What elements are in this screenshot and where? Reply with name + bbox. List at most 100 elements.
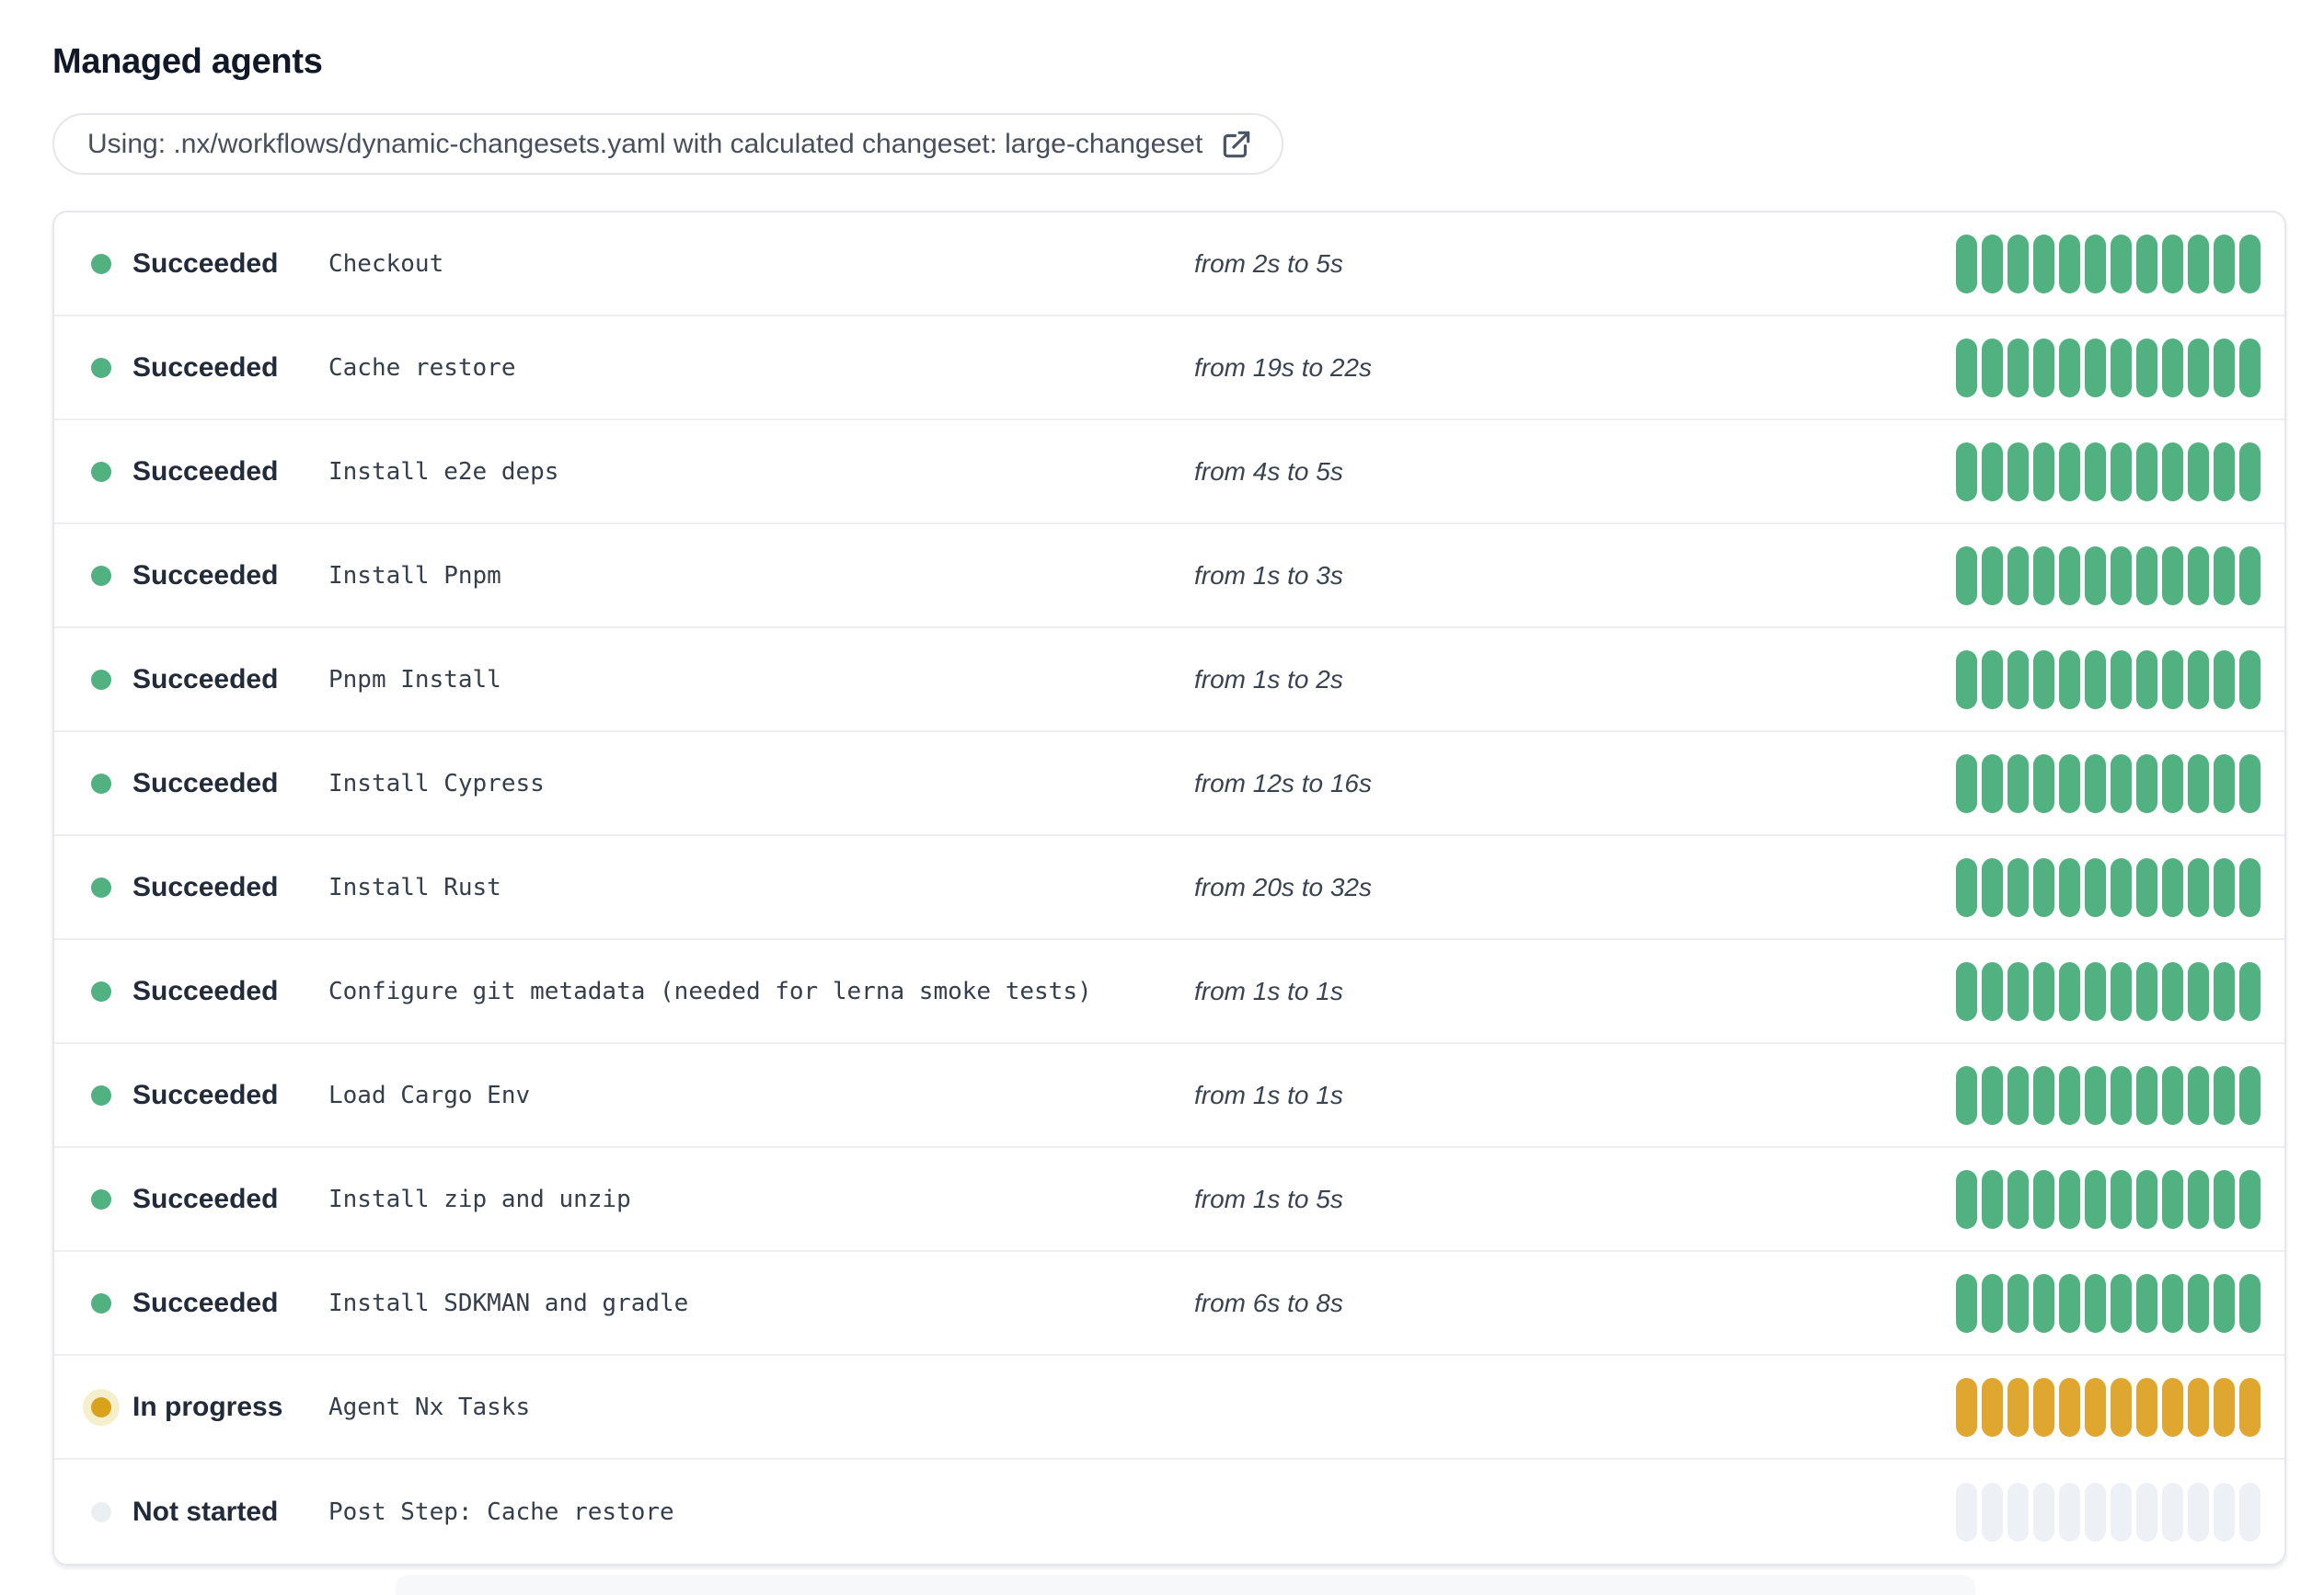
bar-segment [1982,338,2003,397]
bar-segment [2214,234,2235,293]
bar-segment [2239,649,2261,709]
bar-segment [2085,961,2106,1021]
bar-segment [2162,961,2183,1021]
progress-bar [1956,1377,2261,1437]
bar-segment [2033,1482,2054,1542]
bar-segment [2059,1065,2080,1125]
bar-segment [1956,1482,1977,1542]
bar-segment [2059,442,2080,501]
next-card-peek [396,1575,1975,1595]
status-label: Succeeded [132,871,279,902]
status-label: Succeeded [132,455,279,487]
agent-step-row[interactable]: Succeeded Install e2e deps from 4s to 5s [54,420,2284,524]
bar-segment [2059,1169,2080,1229]
bar-segment [2008,857,2029,917]
bar-segment [2214,1065,2235,1125]
bar-segment [2085,1482,2106,1542]
bar-segment [2162,1065,2183,1125]
bar-segment [2239,857,2261,917]
bar-segment [2214,1482,2235,1542]
bar-segment [2136,1169,2157,1229]
bar-segment [2136,1065,2157,1125]
bar-segment [2033,338,2054,397]
status-cell: Succeeded [91,872,328,903]
bar-segment [2239,338,2261,397]
progress-bar [1956,961,2261,1021]
workflow-banner-link[interactable]: Using: .nx/workflows/dynamic-changesets.… [52,113,1284,175]
bar-segment [2085,545,2106,605]
bar-segment [2008,1169,2029,1229]
bar-segment [2214,649,2235,709]
bar-segment [2111,649,2132,709]
agent-step-row[interactable]: In progress Agent Nx Tasks [54,1356,2284,1460]
status-cell: Succeeded [91,1288,328,1319]
bar-segment [1982,1482,2003,1542]
bar-segment [2239,1482,2261,1542]
bar-segment [2188,442,2209,501]
bar-segment [2111,1273,2132,1333]
bar-segment [2033,1065,2054,1125]
status-cell: Succeeded [91,248,328,280]
agent-step-row[interactable]: Succeeded Install Rust from 20s to 32s [54,836,2284,940]
bar-segment [2059,234,2080,293]
status-label: Succeeded [132,767,279,798]
status-label: Succeeded [132,663,279,694]
step-name: Post Step: Cache restore [328,1497,674,1526]
bar-segment [2162,1377,2183,1437]
agent-step-row[interactable]: Succeeded Install SDKMAN and gradle from… [54,1252,2284,1356]
workflow-banner-detail: .nx/workflows/dynamic-changesets.yaml wi… [173,128,1203,159]
status-label: Succeeded [132,1079,279,1110]
duration-range: from 19s to 22s [1194,352,1372,382]
bar-segment [2239,1065,2261,1125]
agent-step-row[interactable]: Succeeded Install Cypress from 12s to 16… [54,732,2284,836]
bar-segment [2214,857,2235,917]
bar-segment [2008,545,2029,605]
status-dot [91,669,111,690]
agent-step-row[interactable]: Succeeded Configure git metadata (needed… [54,940,2284,1044]
duration-range: from 1s to 2s [1194,664,1343,694]
bar-segment [1956,961,1977,1021]
agent-step-row[interactable]: Succeeded Cache restore from 19s to 22s [54,316,2284,420]
bar-segment [2162,442,2183,501]
bar-segment [2188,1273,2209,1333]
agent-step-row[interactable]: Succeeded Checkout from 2s to 5s [54,212,2284,316]
bar-segment [1956,442,1977,501]
agent-step-row[interactable]: Succeeded Pnpm Install from 1s to 2s [54,628,2284,732]
bar-segment [2008,1273,2029,1333]
agent-step-row[interactable]: Succeeded Install Pnpm from 1s to 3s [54,524,2284,628]
status-dot [91,461,111,482]
bar-segment [2239,1273,2261,1333]
workflow-banner-prefix: Using: [87,128,167,159]
duration-range: from 1s to 1s [1194,1080,1343,1109]
bar-segment [2059,545,2080,605]
status-dot [91,1292,111,1314]
status-cell: Succeeded [91,1184,328,1215]
bar-segment [2136,234,2157,293]
bar-segment [2033,1169,2054,1229]
bar-segment [2085,1377,2106,1437]
bar-segment [2111,857,2132,917]
bar-segment [2188,961,2209,1021]
bar-segment [2033,961,2054,1021]
progress-bar [1956,234,2261,293]
bar-segment [2008,649,2029,709]
bar-segment [2033,1273,2054,1333]
bar-segment [1982,1377,2003,1437]
bar-segment [1956,1273,1977,1333]
bar-segment [2188,753,2209,813]
agent-step-row[interactable]: Succeeded Install zip and unzip from 1s … [54,1148,2284,1252]
status-cell: Not started [91,1497,328,1528]
step-name: Pnpm Install [328,665,501,694]
status-cell: Succeeded [91,560,328,591]
bar-segment [2239,1169,2261,1229]
agent-step-row[interactable]: Not started Post Step: Cache restore [54,1460,2284,1564]
bar-segment [2111,753,2132,813]
bar-segment [2085,442,2106,501]
bar-segment [2008,442,2029,501]
bar-segment [2136,545,2157,605]
bar-segment [2085,234,2106,293]
bar-segment [1956,234,1977,293]
agent-step-row[interactable]: Succeeded Load Cargo Env from 1s to 1s [54,1044,2284,1148]
bar-segment [2111,545,2132,605]
status-cell: In progress [91,1392,328,1423]
